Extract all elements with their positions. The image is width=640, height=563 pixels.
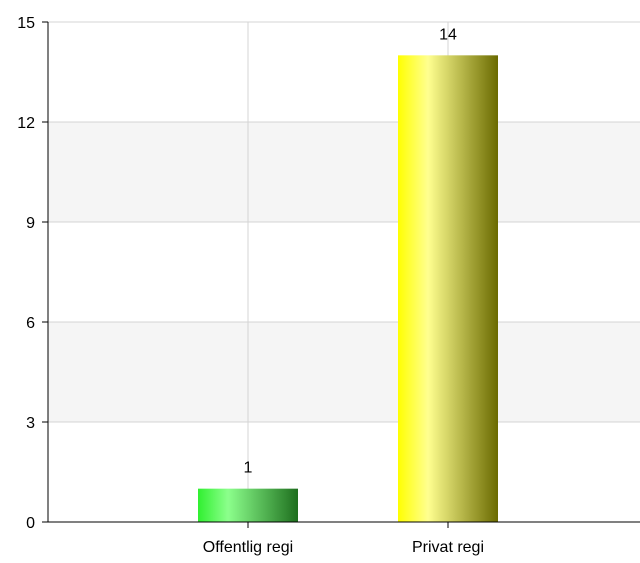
y-tick-label: 3 [26, 415, 35, 432]
x-axis-ticks: Offentlig regi Privat regi [203, 522, 484, 556]
x-tick-label: Offentlig regi [203, 539, 293, 556]
bars [198, 55, 498, 522]
y-tick-label: 0 [26, 515, 35, 532]
x-tick-label: Privat regi [412, 539, 484, 556]
gridlines [48, 21, 640, 522]
bar-privat-regi [398, 55, 498, 522]
y-tick-label: 12 [17, 115, 35, 132]
y-tick-label: 9 [26, 215, 35, 232]
axes [47, 22, 640, 523]
y-axis-ticks: 0 3 6 9 12 15 [17, 15, 48, 532]
grid-band [48, 322, 640, 422]
data-labels: 1 14 [244, 26, 457, 476]
alternating-bands [48, 122, 640, 422]
y-tick-label: 15 [17, 15, 35, 32]
data-label: 1 [244, 460, 253, 477]
grid-band [48, 122, 640, 222]
data-label: 14 [439, 26, 457, 43]
y-tick-label: 6 [26, 315, 35, 332]
bar-offentlig-regi [198, 488, 298, 522]
